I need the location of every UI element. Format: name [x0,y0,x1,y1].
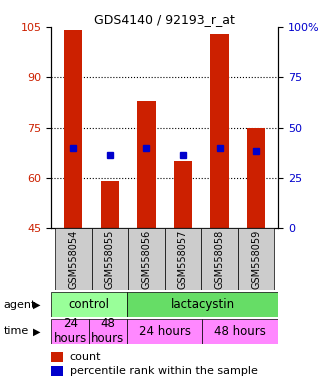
Bar [128,228,165,290]
Text: GSM558055: GSM558055 [105,230,115,289]
Text: GSM558057: GSM558057 [178,230,188,289]
Bar [51,319,89,344]
Bar [211,34,229,228]
Bar [137,101,156,228]
Bar [201,228,238,290]
Text: agent: agent [3,300,36,310]
Bar [89,319,127,344]
Text: GSM558058: GSM558058 [214,230,224,289]
Bar [64,30,82,228]
Bar [101,182,119,228]
Title: GDS4140 / 92193_r_at: GDS4140 / 92193_r_at [94,13,235,26]
Text: ▶: ▶ [33,300,41,310]
Bar [174,161,192,228]
Text: 48
hours: 48 hours [91,317,124,345]
Text: GSM558059: GSM558059 [251,230,261,289]
Text: time: time [3,326,28,336]
Text: count: count [70,352,101,362]
Bar [55,228,92,290]
Bar [51,292,127,317]
Bar [247,127,265,228]
Bar [127,292,278,317]
Bar [238,228,274,290]
Text: 48 hours: 48 hours [214,325,266,338]
Text: 24 hours: 24 hours [139,325,191,338]
Text: 24
hours: 24 hours [54,317,87,345]
Text: ▶: ▶ [33,326,41,336]
Bar [127,319,203,344]
Bar [203,319,278,344]
Text: control: control [69,298,110,311]
Text: GSM558054: GSM558054 [68,230,78,289]
Text: percentile rank within the sample: percentile rank within the sample [70,366,258,376]
Text: GSM558056: GSM558056 [141,230,151,289]
Bar [92,228,128,290]
Bar [165,228,201,290]
Text: lactacystin: lactacystin [170,298,235,311]
